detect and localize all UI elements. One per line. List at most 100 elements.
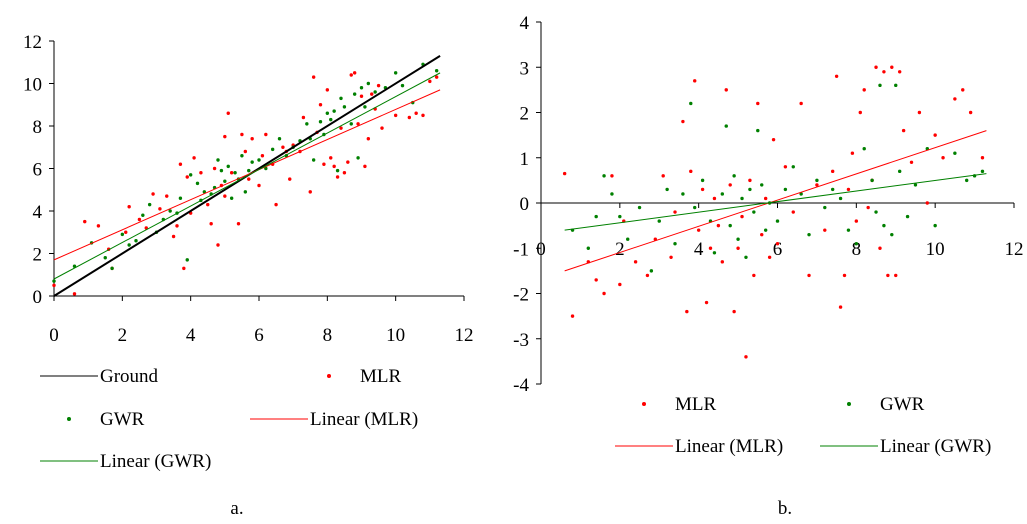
data-point-mlr xyxy=(124,230,128,234)
data-point-mlr xyxy=(748,178,752,183)
data-point-mlr xyxy=(696,228,701,232)
data-point-gwr xyxy=(610,192,614,196)
data-point-gwr xyxy=(264,166,268,171)
data-point-mlr xyxy=(850,151,855,155)
data-point-mlr xyxy=(823,228,827,232)
legend-swatch-marker xyxy=(67,417,71,421)
data-point-mlr xyxy=(216,243,220,247)
data-point-mlr xyxy=(260,154,265,158)
data-point-mlr xyxy=(760,232,764,237)
data-point-gwr xyxy=(335,168,340,173)
data-point-mlr xyxy=(752,273,756,278)
x-tick-label: 8 xyxy=(852,239,862,260)
panel-label: b. xyxy=(778,498,792,519)
x-tick-label: 6 xyxy=(254,325,264,346)
data-point-gwr xyxy=(720,192,725,196)
data-point-gwr xyxy=(878,83,882,88)
data-point-mlr xyxy=(370,92,374,96)
data-point-mlr xyxy=(901,128,906,133)
data-point-gwr xyxy=(373,90,377,94)
data-point-gwr xyxy=(838,196,843,201)
data-point-mlr xyxy=(83,219,87,224)
data-point-mlr xyxy=(673,210,677,214)
y-tick-label: -1 xyxy=(513,239,529,260)
data-point-mlr xyxy=(712,196,717,201)
data-point-mlr xyxy=(830,169,835,174)
data-point-mlr xyxy=(838,305,843,309)
data-point-gwr xyxy=(359,86,364,90)
data-point-gwr xyxy=(897,169,902,174)
data-point-gwr xyxy=(250,160,254,164)
legend-label: GWR xyxy=(100,409,145,430)
legend-label: Linear (GWR) xyxy=(100,451,211,472)
data-point-gwr xyxy=(673,242,677,246)
data-point-mlr xyxy=(393,113,398,118)
data-point-mlr xyxy=(693,79,697,83)
data-point-gwr xyxy=(363,105,367,109)
data-point-gwr xyxy=(728,223,732,228)
y-tick-label: 2 xyxy=(33,245,43,266)
data-point-mlr xyxy=(917,110,922,115)
data-point-gwr xyxy=(874,210,878,214)
y-tick-label: 4 xyxy=(520,13,530,34)
data-point-mlr xyxy=(756,101,760,106)
data-point-gwr xyxy=(933,223,937,228)
data-point-mlr xyxy=(933,133,937,137)
data-point-mlr xyxy=(834,74,839,79)
data-point-mlr xyxy=(322,162,326,166)
legend-item: Ground xyxy=(40,366,159,387)
data-point-mlr xyxy=(980,156,985,160)
data-point-gwr xyxy=(815,178,819,183)
y-tick-label: 12 xyxy=(23,32,42,53)
data-point-gwr xyxy=(649,269,654,273)
data-point-mlr xyxy=(264,132,268,137)
y-tick-label: 2 xyxy=(520,104,530,125)
data-point-mlr xyxy=(570,314,575,318)
legend-swatch-marker xyxy=(327,374,331,378)
x-tick-label: 8 xyxy=(323,325,333,346)
data-point-mlr xyxy=(171,234,176,239)
data-point-gwr xyxy=(854,242,859,246)
data-point-mlr xyxy=(925,201,929,205)
data-point-gwr xyxy=(637,205,642,210)
x-tick-label: 6 xyxy=(773,239,783,260)
data-point-mlr xyxy=(178,162,183,166)
x-tick-label: 2 xyxy=(615,239,625,260)
legend-label: Linear (MLR) xyxy=(675,436,783,457)
data-point-gwr xyxy=(305,122,309,126)
data-point-mlr xyxy=(308,190,312,194)
data-point-gwr xyxy=(141,213,145,217)
data-point-gwr xyxy=(393,71,398,75)
legend-item: Linear (GWR) xyxy=(820,436,991,457)
legend-swatch-marker xyxy=(642,402,646,406)
legend-item: MLR xyxy=(327,366,402,387)
data-point-mlr xyxy=(226,111,230,115)
data-point-gwr xyxy=(202,190,207,194)
data-point-gwr xyxy=(700,178,705,183)
data-point-mlr xyxy=(685,309,689,314)
data-point-gwr xyxy=(257,158,261,162)
data-point-gwr xyxy=(195,181,200,186)
data-point-mlr xyxy=(346,160,350,164)
data-point-gwr xyxy=(744,255,748,259)
data-point-mlr xyxy=(681,119,685,124)
data-point-mlr xyxy=(618,282,622,287)
data-point-mlr xyxy=(363,164,367,169)
series-gwr xyxy=(570,83,985,273)
data-point-mlr xyxy=(352,71,357,75)
data-point-mlr xyxy=(886,273,890,278)
data-point-mlr xyxy=(223,134,227,139)
data-point-gwr xyxy=(775,219,780,223)
trend-line-linear-gwr xyxy=(564,173,987,231)
panel-a: 0 2 4 6 8 10 12 0 2 4 6 8 10 12 Ground MLR GWR Linear (ML… xyxy=(23,32,474,519)
data-point-mlr xyxy=(846,187,851,192)
data-point-gwr xyxy=(748,187,752,192)
data-point-gwr xyxy=(110,266,114,271)
data-point-mlr xyxy=(728,183,732,187)
data-point-gwr xyxy=(724,124,728,128)
data-point-mlr xyxy=(771,137,776,142)
data-point-mlr xyxy=(428,79,432,84)
data-point-mlr xyxy=(325,88,330,92)
data-point-gwr xyxy=(103,256,107,260)
